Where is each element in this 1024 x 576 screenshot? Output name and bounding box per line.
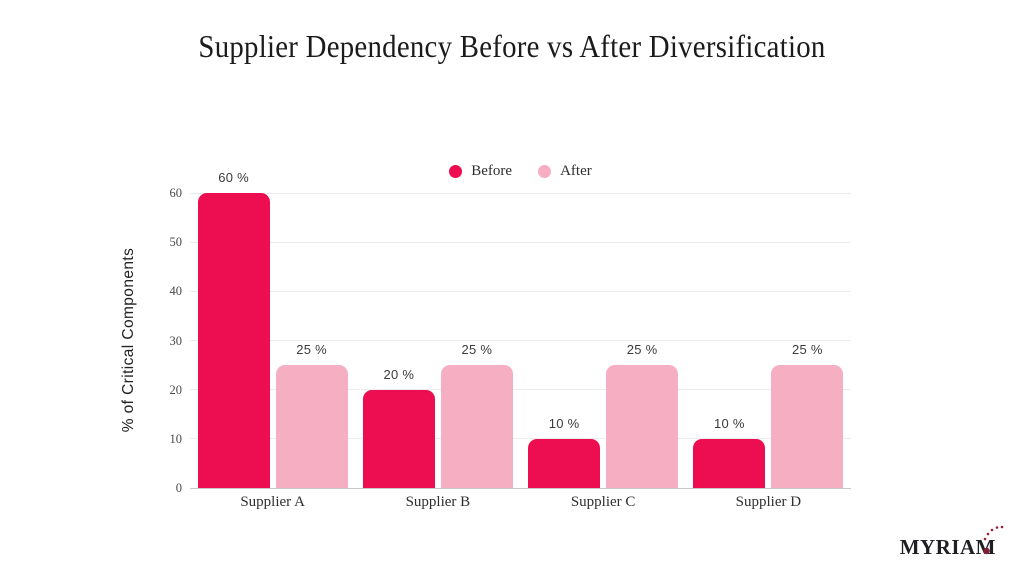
y-tick-label: 20 <box>169 382 183 397</box>
y-tick-label: 60 <box>169 186 183 200</box>
bar-before-supplier-b <box>362 389 435 488</box>
gridline <box>190 290 851 292</box>
brand-logo: MYRIAM <box>899 525 1004 564</box>
gridline <box>190 389 851 391</box>
logo-flourish-icon <box>983 525 1004 555</box>
bar-before-supplier-c <box>528 438 601 488</box>
x-axis-label: Supplier D <box>735 494 802 510</box>
bar-after-supplier-c <box>606 365 679 488</box>
bar-value-label: 20 % <box>383 366 415 382</box>
legend-dot <box>538 164 552 178</box>
x-axis-label: Supplier A <box>240 494 305 510</box>
bar-value-label: 25 % <box>791 342 823 358</box>
legend-item-before: Before <box>449 163 512 180</box>
x-axis-line <box>190 487 851 489</box>
legend-item-after: After <box>538 163 592 180</box>
bar-after-supplier-b <box>440 365 513 488</box>
legend-label: After <box>560 162 592 179</box>
bar-value-label: 25 % <box>461 342 493 358</box>
gridline <box>190 192 851 194</box>
y-axis-ticks: 0 10 20 30 40 50 60 <box>140 186 183 495</box>
legend-dot <box>449 164 463 178</box>
legend-label: Before <box>471 162 513 179</box>
chart-title: Supplier Dependency Before vs After Dive… <box>198 28 826 64</box>
x-axis-labels: Supplier A Supplier B Supplier C Supplier D <box>190 494 851 516</box>
gridline <box>190 438 851 440</box>
gridline <box>190 340 851 341</box>
bar-value-label: 10 % <box>548 415 580 431</box>
y-tick-label: 30 <box>169 333 183 348</box>
bar-before-supplier-d <box>693 438 766 488</box>
plot-area: 60 % 25 % 20 % 25 % 10 % 25 % 10 % 25 % <box>190 170 851 489</box>
bar-value-label: 60 % <box>218 170 250 185</box>
y-tick-label: 40 <box>169 284 183 299</box>
y-axis-title: % of Critical Components <box>120 247 137 433</box>
x-axis-label: Supplier C <box>570 494 636 510</box>
bar-value-label: 25 % <box>626 342 658 358</box>
bar-before-supplier-a <box>197 193 270 488</box>
y-tick-label: 50 <box>169 235 183 250</box>
bar-after-supplier-d <box>771 365 844 488</box>
logo-text: MYRIAM <box>899 535 996 559</box>
bar-value-label: 10 % <box>713 415 745 431</box>
x-axis-label: Supplier B <box>405 494 471 510</box>
bar-after-supplier-a <box>275 365 348 488</box>
y-tick-label: 0 <box>175 481 182 495</box>
legend: Before After <box>190 162 851 180</box>
gridline <box>190 241 851 243</box>
bar-value-label: 25 % <box>296 342 328 358</box>
y-tick-label: 10 <box>169 431 183 446</box>
